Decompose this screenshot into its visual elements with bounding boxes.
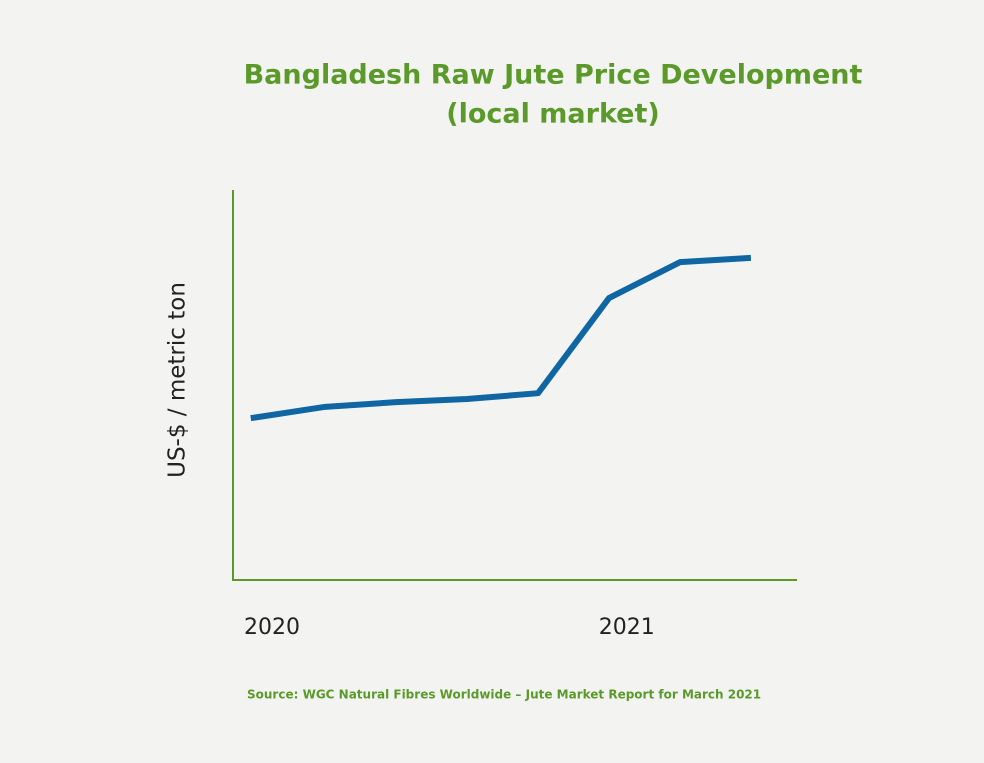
chart-title: Bangladesh Raw Jute Price Development <box>244 60 863 91</box>
x-tick-label: 2020 <box>244 615 300 640</box>
source-note: Source: WGC Natural Fibres Worldwide – J… <box>247 688 761 702</box>
x-tick-label: 2021 <box>599 615 655 640</box>
chart-subtitle: (local market) <box>446 99 659 130</box>
y-axis-label: US-$ / metric ton <box>165 282 191 478</box>
data-line <box>250 254 752 422</box>
